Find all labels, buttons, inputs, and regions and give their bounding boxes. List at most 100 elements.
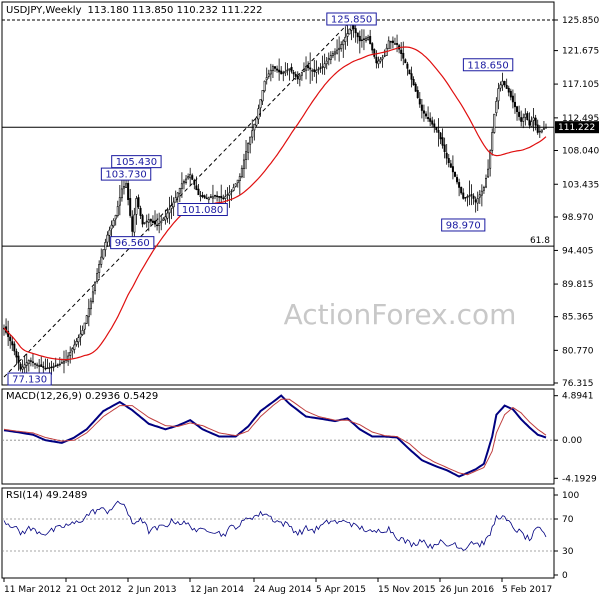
candle-body (443, 144, 446, 153)
macd-panel-frame (1, 388, 555, 485)
candle-body (21, 366, 24, 370)
rsi-title: RSI(14) 49.2489 (6, 490, 87, 501)
candle-body (536, 124, 539, 133)
candle-body (402, 52, 405, 59)
candle (420, 98, 423, 119)
candle-body (94, 282, 97, 291)
candle-body (383, 55, 386, 57)
candle-body (470, 194, 473, 196)
candle (336, 39, 339, 55)
candle-body (131, 216, 134, 232)
candle-body (122, 186, 125, 189)
candle (298, 73, 301, 87)
candle (340, 41, 343, 52)
annotation-text: 105.430 (116, 157, 157, 168)
candle-body (453, 171, 456, 177)
candle-body (544, 127, 547, 129)
candle-body (180, 183, 183, 189)
candle-body (294, 73, 297, 77)
candle-body (286, 69, 289, 72)
candle-body (19, 363, 22, 370)
candle-body (149, 219, 152, 222)
candle (108, 226, 111, 246)
macd-y-tick-label: 4.8941 (562, 392, 594, 402)
candle (13, 341, 16, 356)
candle (89, 297, 92, 316)
candle-body (228, 192, 231, 196)
candle (280, 66, 283, 75)
candle-body (185, 178, 188, 184)
candle-body (418, 98, 421, 105)
ohlc-readout: 113.180 113.850 110.232 111.222 (88, 5, 263, 16)
candle-body (414, 83, 417, 92)
annotation-box (462, 58, 514, 72)
candle (143, 222, 146, 225)
annotation-box (177, 203, 228, 217)
candle-body (313, 69, 316, 72)
annotation-box (100, 167, 152, 181)
candle (19, 362, 22, 372)
candle (191, 173, 194, 181)
candle-body (69, 352, 72, 356)
y-tick-label: 112.495 (562, 114, 599, 124)
candle (371, 42, 374, 54)
candle-body (391, 40, 394, 44)
candle (247, 142, 250, 161)
candle (460, 186, 463, 195)
candle-body (493, 113, 496, 133)
candle-body (356, 32, 359, 38)
candle (17, 352, 20, 371)
candle (253, 123, 256, 141)
candle-body (307, 65, 310, 69)
candle-body (245, 151, 248, 160)
candle (323, 53, 326, 75)
candle (522, 113, 525, 129)
candle (122, 179, 125, 195)
macd-title: MACD(12,26,9) 0.2936 0.5429 (6, 391, 158, 402)
candle-body (507, 87, 510, 93)
candle-body (160, 220, 163, 224)
candle-body (474, 199, 477, 203)
y-tick-label: 89.815 (562, 280, 594, 290)
candle (112, 218, 115, 228)
candle (540, 129, 543, 134)
candle-body (503, 81, 506, 86)
candle (331, 50, 334, 59)
candle-body (381, 57, 384, 60)
candle-body (79, 333, 82, 338)
annotation-box (326, 12, 377, 26)
x-tick-label: 21 Oct 2012 (66, 585, 122, 595)
candle (321, 55, 324, 75)
candle (534, 114, 537, 131)
candle (369, 29, 372, 45)
candle-body (528, 119, 531, 126)
y-tick-label: 125.850 (562, 16, 599, 26)
candle-body (38, 365, 41, 367)
candle (201, 191, 204, 199)
candle (402, 41, 405, 66)
candle-body (104, 242, 107, 251)
candle (313, 59, 316, 77)
candle-body (191, 175, 194, 180)
candle (25, 353, 28, 373)
candle-body (367, 36, 370, 40)
candle-body (360, 39, 363, 41)
candle (102, 249, 105, 260)
candle (209, 193, 212, 199)
candle (228, 185, 231, 208)
candle (300, 71, 303, 81)
candle (73, 339, 76, 354)
candle-body (129, 198, 132, 216)
candle-body (333, 51, 336, 55)
candle-body (193, 180, 196, 185)
candle-body (497, 88, 500, 102)
candle (265, 67, 268, 85)
candle-body (524, 113, 527, 118)
candle-body (449, 163, 452, 168)
candle (151, 215, 154, 224)
candle (129, 188, 132, 218)
candle (456, 174, 459, 185)
candle-body (408, 69, 411, 75)
candle (485, 174, 488, 189)
